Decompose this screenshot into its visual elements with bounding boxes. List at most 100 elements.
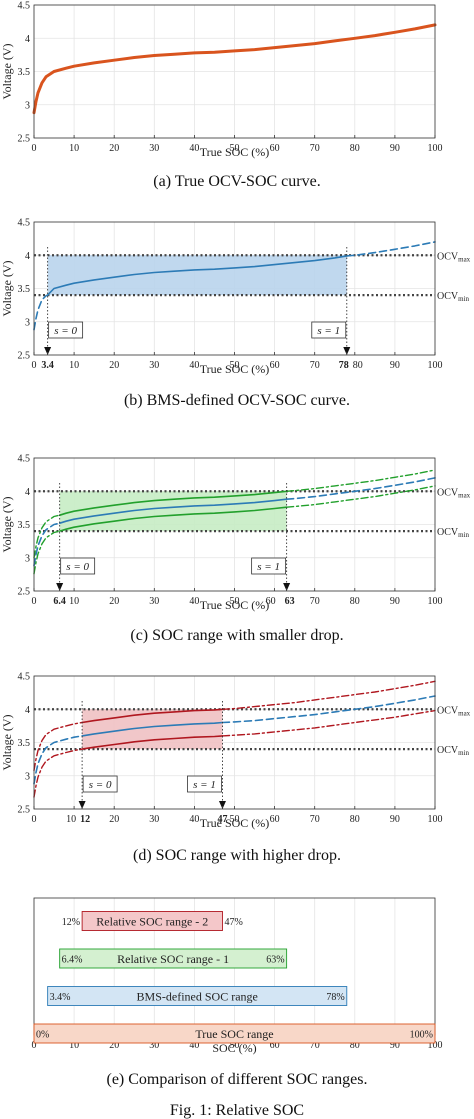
x-tick-label: 40 — [189, 814, 199, 825]
series-line-0 — [58, 498, 288, 524]
x-tick-label: 100 — [428, 596, 443, 607]
x-axis-label: True SOC (%) — [200, 145, 270, 159]
series-line-8 — [285, 485, 436, 508]
series-line-3 — [58, 490, 288, 516]
x-tick-label: 100 — [428, 143, 443, 154]
x-tick-label: 60 — [270, 814, 280, 825]
y-tick-label: 4 — [25, 34, 30, 45]
ocv-max-label: OCVmax — [437, 487, 471, 499]
x-tick-label: 63 — [285, 596, 295, 607]
y-tick-label: 3 — [25, 553, 30, 564]
x-tick-label: 50 — [230, 1040, 240, 1051]
series-line-1 — [33, 522, 61, 567]
soc-range-bar — [81, 911, 223, 931]
x-axis-label: SOC (%) — [212, 1041, 256, 1055]
x-tick-label: 80 — [353, 360, 363, 371]
marker-box — [311, 321, 347, 339]
x-tick-label: 30 — [149, 814, 159, 825]
y-tick-label: 4 — [25, 705, 30, 716]
x-tick-label: 60 — [266, 596, 276, 607]
x-tick-label: 20 — [109, 360, 119, 371]
x-tick-label: 20 — [109, 596, 119, 607]
x-tick-label: 12 — [80, 814, 90, 825]
x-tick-label: 3.4 — [41, 360, 54, 371]
soc-range-end-label: 47% — [224, 917, 242, 928]
soc-range-bar-label: True SOC range — [195, 1027, 273, 1041]
x-tick-label: 20 — [109, 1040, 119, 1051]
figure-footer: Fig. 1: Relative SOC — [170, 1102, 304, 1119]
series-line-3 — [81, 708, 224, 724]
y-axis-label: Voltage (V) — [0, 43, 14, 99]
y-tick-label: 4.5 — [18, 672, 31, 683]
y-tick-label: 4.5 — [18, 218, 31, 229]
panel-caption: (a) True OCV-SOC curve. — [153, 173, 320, 190]
series-line-2 — [285, 477, 436, 500]
x-tick-label: 20 — [109, 814, 119, 825]
x-tick-label: 0 — [32, 814, 37, 825]
ocv-max-label: OCVmax — [437, 251, 471, 263]
x-tick-label: 20 — [109, 143, 119, 154]
y-tick-label: 4 — [25, 487, 30, 498]
y-axis-label: Voltage (V) — [0, 714, 14, 770]
y-tick-label: 2.5 — [18, 805, 31, 816]
x-tick-label: 30 — [149, 596, 159, 607]
marker-box — [82, 775, 118, 793]
marker-box — [60, 557, 96, 575]
x-tick-label: 0 — [32, 360, 37, 371]
soc-range-end-label: 63% — [266, 955, 284, 966]
series-line-6 — [81, 735, 224, 750]
ocv-max-label: OCVmax — [437, 705, 471, 717]
x-tick-label: 10 — [69, 143, 79, 154]
y-axis-label: Voltage (V) — [0, 496, 14, 552]
panel-b-bms-ocv-soc: OCVmax OCVmin s = 0 s = 1 0 3.4 10 20 30 40 50 60 70… — [0, 218, 471, 410]
soc-range-bar-label: BMS-defined SOC range — [137, 990, 258, 1004]
x-tick-label: 80 — [350, 143, 360, 154]
panel-caption: (e) Comparison of different SOC ranges. — [107, 1071, 368, 1088]
series-line-0 — [46, 255, 348, 296]
marker-arrow — [343, 347, 351, 355]
soc-range-end-label: 78% — [326, 992, 344, 1003]
series-line-4 — [33, 514, 61, 559]
x-tick-label: 0 — [32, 143, 37, 154]
x-tick-label: 10 — [69, 360, 79, 371]
x-tick-label: 40 — [189, 1040, 199, 1051]
x-tick-label: 50 — [230, 596, 240, 607]
x-axis-label: True SOC (%) — [200, 362, 270, 376]
x-tick-label: 40 — [189, 143, 199, 154]
y-tick-label: 4 — [25, 251, 30, 262]
marker-box — [48, 321, 84, 339]
x-tick-label: 0 — [32, 596, 37, 607]
marker-box — [251, 557, 287, 575]
series-line-4 — [33, 721, 83, 772]
marker-label: s = 1 — [317, 325, 340, 337]
panel-d-higher-drop: OCVmax OCVmin s = 0 s = 1 0 10 12 20 30 40 47 50 60 7… — [0, 672, 471, 865]
series-line-0 — [81, 721, 224, 737]
marker-box — [187, 775, 222, 793]
y-tick-label: 3.5 — [18, 67, 31, 78]
marker-arrow — [78, 801, 86, 809]
series-line-2 — [346, 241, 436, 257]
x-axis-label: True SOC (%) — [200, 598, 270, 612]
x-tick-label: 30 — [149, 360, 159, 371]
panel-caption: (c) SOC range with smaller drop. — [130, 627, 343, 644]
x-tick-label: 70 — [310, 143, 320, 154]
soc-range-start-label: 6.4% — [62, 955, 83, 966]
valid-range-shade — [82, 709, 223, 750]
panel-caption: (b) BMS-defined OCV-SOC curve. — [124, 392, 350, 409]
ocv-min-label: OCVmin — [437, 745, 470, 757]
y-tick-label: 3.5 — [18, 520, 31, 531]
x-tick-label: 90 — [390, 143, 400, 154]
x-tick-label: 60 — [270, 360, 280, 371]
soc-range-start-label: 3.4% — [50, 992, 71, 1003]
soc-range-bar-label: Relative SOC range - 2 — [96, 915, 208, 929]
x-tick-label: 50 — [230, 360, 240, 371]
panel-c-smaller-drop: OCVmax OCVmin s = 0 s = 1 0 6.4 10 20 30 40 50 60 63… — [0, 454, 471, 645]
x-tick-label: 80 — [350, 814, 360, 825]
y-tick-label: 2.5 — [18, 587, 31, 598]
y-tick-label: 3.5 — [18, 284, 31, 295]
soc-range-bar — [47, 986, 348, 1006]
x-tick-label: 60 — [270, 1040, 280, 1051]
x-tick-label: 78 — [339, 360, 349, 371]
soc-range-bar — [59, 948, 288, 969]
